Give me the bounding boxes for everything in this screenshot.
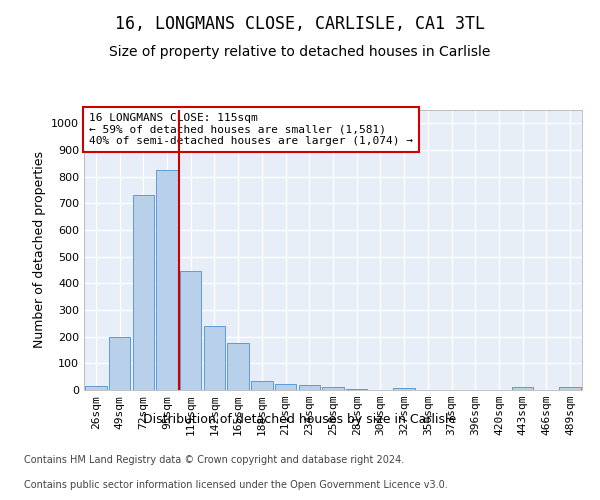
Bar [512,388,533,390]
Bar [299,386,320,390]
Bar [251,380,272,390]
Text: Contains public sector information licensed under the Open Government Licence v3: Contains public sector information licen… [24,480,448,490]
Y-axis label: Number of detached properties: Number of detached properties [32,152,46,348]
Text: Distribution of detached houses by size in Carlisle: Distribution of detached houses by size … [143,412,457,426]
Bar [394,388,415,390]
Text: Size of property relative to detached houses in Carlisle: Size of property relative to detached ho… [109,45,491,59]
Bar [109,338,130,390]
Bar [85,386,107,390]
Bar [559,388,581,390]
Bar [204,326,225,390]
Text: 16, LONGMANS CLOSE, CARLISLE, CA1 3TL: 16, LONGMANS CLOSE, CARLISLE, CA1 3TL [115,15,485,33]
Bar [346,388,367,390]
Bar [133,196,154,390]
Bar [322,388,344,390]
Text: 16 LONGMANS CLOSE: 115sqm
← 59% of detached houses are smaller (1,581)
40% of se: 16 LONGMANS CLOSE: 115sqm ← 59% of detac… [89,113,413,146]
Bar [275,384,296,390]
Bar [180,270,202,390]
Bar [227,342,249,390]
Bar [157,170,178,390]
Text: Contains HM Land Registry data © Crown copyright and database right 2024.: Contains HM Land Registry data © Crown c… [24,455,404,465]
